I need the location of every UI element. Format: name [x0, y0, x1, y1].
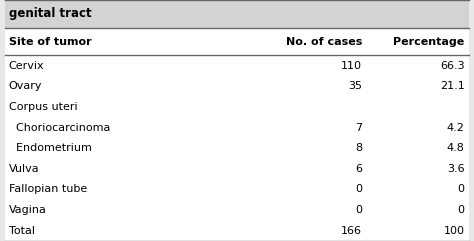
Text: Vulva: Vulva [9, 164, 39, 174]
Text: 7: 7 [355, 123, 362, 133]
Bar [5, 0, 469, 28]
Text: Choriocarcinoma: Choriocarcinoma [9, 123, 110, 133]
Bar [5, 117, 469, 138]
Bar [5, 97, 469, 117]
Text: Site of tumor: Site of tumor [9, 37, 91, 47]
Text: 66.3: 66.3 [440, 61, 465, 71]
Text: 35: 35 [348, 81, 362, 91]
Text: Corpus uteri: Corpus uteri [9, 102, 77, 112]
Text: Endometrium: Endometrium [9, 143, 91, 153]
Bar [5, 179, 469, 200]
Text: 8: 8 [355, 143, 362, 153]
Text: Cervix: Cervix [9, 61, 44, 71]
Text: 0: 0 [356, 205, 362, 215]
Bar [5, 55, 469, 76]
Text: 6: 6 [356, 164, 362, 174]
Text: 0: 0 [457, 184, 465, 194]
Text: 21.1: 21.1 [440, 81, 465, 91]
Bar [5, 76, 469, 97]
Bar [5, 220, 469, 241]
Bar [5, 159, 469, 179]
Text: genital tract: genital tract [9, 7, 91, 20]
Text: Vagina: Vagina [9, 205, 46, 215]
Text: No. of cases: No. of cases [286, 37, 362, 47]
Text: Ovary: Ovary [9, 81, 42, 91]
Text: Percentage: Percentage [393, 37, 465, 47]
Text: 100: 100 [444, 226, 465, 236]
Text: Fallopian tube: Fallopian tube [9, 184, 87, 194]
Text: 4.8: 4.8 [447, 143, 465, 153]
Text: 110: 110 [341, 61, 362, 71]
Text: 3.6: 3.6 [447, 164, 465, 174]
Bar [5, 200, 469, 220]
Bar [5, 138, 469, 159]
Text: 0: 0 [356, 184, 362, 194]
Text: 166: 166 [341, 226, 362, 236]
Text: 4.2: 4.2 [447, 123, 465, 133]
Bar [5, 28, 469, 55]
Text: Total: Total [9, 226, 35, 236]
Text: 0: 0 [457, 205, 465, 215]
